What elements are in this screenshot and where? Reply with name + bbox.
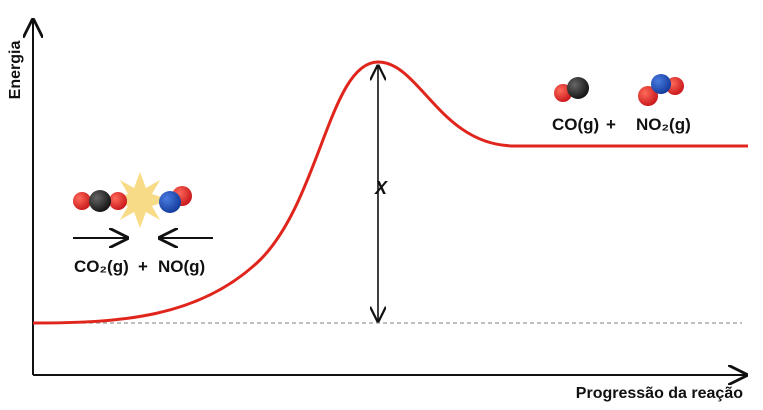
reactant-molecules xyxy=(73,172,192,228)
plus-sign: + xyxy=(606,115,616,134)
activation-label: X xyxy=(374,178,388,198)
product-label: CO(g) xyxy=(552,115,599,134)
energy-curve xyxy=(32,60,748,325)
product-molecules xyxy=(554,74,684,106)
reactant-label: NO(g) xyxy=(158,257,205,276)
reactant-label: CO₂(g) xyxy=(74,257,129,276)
product-label: NO₂(g) xyxy=(636,115,691,134)
x-axis-label: Progressão da reação xyxy=(576,385,743,402)
plus-sign: + xyxy=(138,257,148,276)
y-axis-label: Energia xyxy=(7,41,24,100)
